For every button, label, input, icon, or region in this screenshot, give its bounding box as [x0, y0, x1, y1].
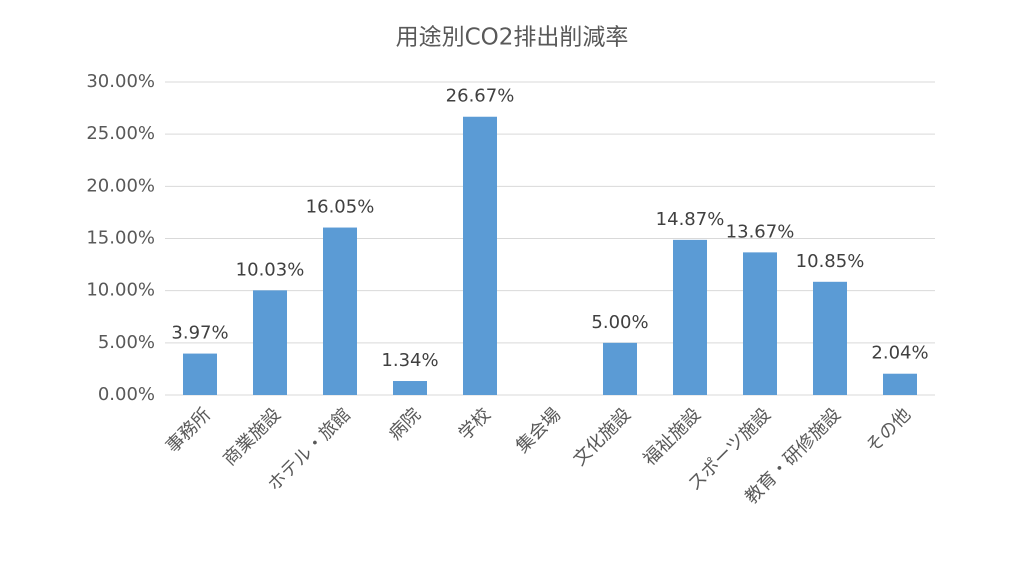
- data-label: 13.67%: [726, 221, 795, 242]
- data-label: 14.87%: [656, 209, 725, 230]
- bar: [393, 381, 427, 395]
- data-label: 1.34%: [381, 350, 438, 371]
- bar: [883, 373, 917, 395]
- data-label: 10.03%: [236, 259, 305, 280]
- y-tick-label: 10.00%: [86, 280, 155, 301]
- y-tick-label: 30.00%: [86, 71, 155, 92]
- bar: [323, 227, 357, 395]
- data-label: 10.85%: [796, 251, 865, 272]
- x-tick-label: 福祉施設: [639, 404, 705, 470]
- y-tick-label: 0.00%: [98, 384, 155, 405]
- x-tick-label: 商業施設: [219, 404, 285, 470]
- x-tick-label: その他: [862, 404, 915, 457]
- data-label: 26.67%: [446, 86, 515, 107]
- y-tick-label: 5.00%: [98, 332, 155, 353]
- data-label: 3.97%: [171, 323, 228, 344]
- x-tick-label: 病院: [385, 404, 425, 444]
- y-tick-label: 20.00%: [86, 175, 155, 196]
- data-label: 16.05%: [306, 197, 375, 218]
- bar: [183, 353, 217, 395]
- bar: [253, 290, 287, 395]
- chart-title: 用途別CO2排出削減率: [396, 25, 629, 51]
- bar: [603, 342, 637, 395]
- bar: [743, 252, 777, 395]
- x-tick-label: 文化施設: [569, 404, 635, 470]
- x-tick-label: 集会場: [512, 404, 565, 457]
- y-tick-label: 25.00%: [86, 123, 155, 144]
- data-label: 5.00%: [591, 312, 648, 333]
- x-tick-label: 学校: [455, 404, 495, 444]
- bar: [673, 239, 707, 395]
- y-tick-label: 15.00%: [86, 228, 155, 249]
- bar: [813, 281, 847, 395]
- x-tick-label: 事務所: [162, 404, 215, 457]
- data-label: 2.04%: [871, 343, 928, 364]
- bar: [463, 116, 497, 396]
